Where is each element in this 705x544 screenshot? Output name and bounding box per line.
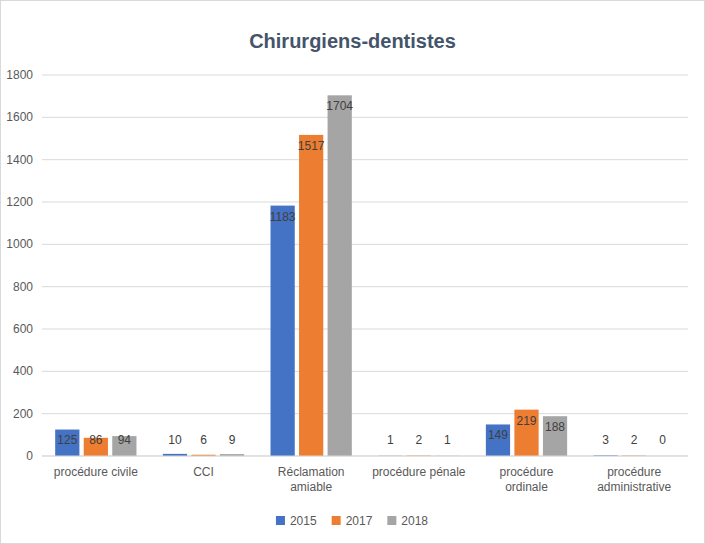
y-tick-label: 1400 [6,153,33,167]
bar [299,135,323,456]
x-tick-line: administrative [597,480,671,494]
x-tick-line: CCI [193,465,214,479]
x-tick-line: procédure [499,465,553,479]
data-label: 3 [602,433,609,447]
data-label: 1 [387,433,394,447]
grid-line [42,75,688,76]
data-label: 10 [168,433,182,447]
chart-border [1,1,705,544]
y-tick-label: 1800 [6,68,33,82]
bar [514,410,538,456]
data-labels: 125 10 1183 1 149 3 86 6 1517 2 219 2 94 9 1704 1 188 0 [57,99,666,447]
bars [55,95,646,456]
data-label: 1183 [270,210,296,224]
bar [55,430,79,456]
y-tick-label: 200 [13,407,33,421]
y-tick-label: 0 [26,449,33,463]
legend-swatch [387,516,396,525]
grid [42,75,688,456]
x-tick-line: procédure civile [54,465,138,479]
x-tick-label: Réclamationamiable [278,465,345,494]
y-tick-label: 400 [13,364,33,378]
grid-line [42,456,688,457]
legend-label: 2018 [401,514,428,528]
chart-title: Chirurgiens-dentistes [249,30,456,52]
data-label: 125 [57,433,77,447]
x-tick-label: procédure civile [54,465,138,479]
bar [271,206,295,456]
y-tick-label: 800 [13,280,33,294]
x-tick-line: procédure [607,465,661,479]
legend-swatch [332,516,341,525]
grid-line [42,371,688,372]
grid-line [42,413,688,414]
bar [543,416,567,456]
x-tick-line: ordinale [505,480,548,494]
grid-line [42,159,688,160]
grid-line [42,244,688,245]
x-tick-line: Réclamation [278,465,345,479]
data-label: 2 [631,433,638,447]
grid-line [42,329,688,330]
legend-label: 2017 [346,514,373,528]
data-label: 1517 [298,139,325,153]
data-label: 219 [516,414,536,428]
x-tick-line: procédure pénale [372,465,466,479]
legend-swatch [276,516,285,525]
data-label: 94 [118,433,132,447]
chart-svg: Chirurgiens-dentistes0200400600800100012… [0,0,705,544]
x-tick-label: procédure pénale [372,465,466,479]
y-tick-label: 1200 [6,195,33,209]
bar [486,424,510,456]
data-label: 9 [229,433,236,447]
legend-label: 2015 [290,514,317,528]
grid-line [42,286,688,287]
y-tick-label: 600 [13,322,33,336]
y-tick-label: 1000 [6,237,33,251]
data-label: 1704 [326,99,353,113]
data-label: 0 [659,433,666,447]
grid-line [42,117,688,118]
data-label: 2 [415,433,422,447]
x-tick-label: CCI [193,465,214,479]
data-label: 1 [444,433,451,447]
data-label: 6 [200,433,207,447]
x-axis [42,456,688,457]
grid-line [42,202,688,203]
x-tick-label: procédureordinale [499,465,553,494]
data-label: 149 [488,428,508,442]
legend: 2015 2017 2018 [276,514,428,528]
bar [328,95,352,456]
x-tick-label: procédureadministrative [597,465,671,494]
data-label: 188 [545,420,565,434]
y-tick-label: 1600 [6,110,33,124]
data-label: 86 [89,433,103,447]
chart-container: Chirurgiens-dentistes0200400600800100012… [0,0,705,544]
x-tick-line: amiable [290,480,332,494]
